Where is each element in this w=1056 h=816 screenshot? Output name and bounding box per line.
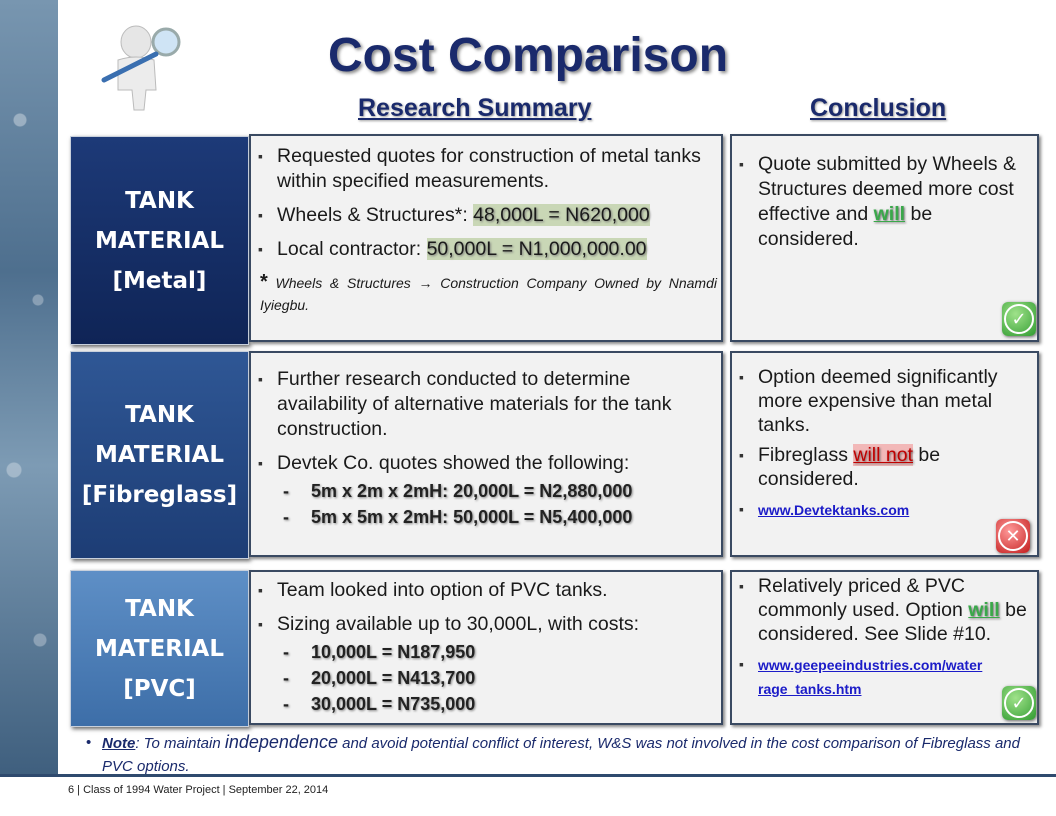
list-item: Local contractor: 50,000L = N1,000,000.0… — [251, 237, 715, 262]
quote-item: 5m x 5m x 2mH: 50,000L = N5,400,000 — [251, 504, 721, 530]
magnifier-figure-icon — [101, 25, 181, 111]
conclusion-box-fibreglass: Option deemed significantly more expensi… — [730, 351, 1039, 557]
footnote: * Wheels & Structures → Construction Com… — [260, 271, 717, 313]
independence-note: • Note: To maintain independence and avo… — [86, 732, 1020, 775]
check-icon: ✓ — [1002, 302, 1036, 336]
geepee-link[interactable]: www.geepeeindustries.com/water rage_tank… — [758, 657, 983, 697]
footer-divider — [0, 774, 1056, 777]
list-item: Fibreglass will not be considered. — [732, 443, 1033, 491]
conclusion-box-metal: Quote submitted by Wheels & Structures d… — [730, 134, 1039, 342]
price-item: 30,000L = N735,000 — [251, 691, 721, 717]
list-item: Sizing available up to 30,000L, with cos… — [251, 612, 715, 637]
cross-icon: ✕ — [996, 519, 1030, 553]
rain-background-strip — [0, 0, 58, 776]
page-title: Cost Comparison — [327, 29, 729, 82]
list-item: Requested quotes for construction of met… — [251, 144, 715, 194]
list-item: Relatively priced & PVC commonly used. O… — [732, 574, 1033, 646]
list-item: Further research conducted to determine … — [251, 367, 715, 442]
list-item: www.geepeeindustries.com/water rage_tank… — [732, 652, 1033, 700]
price-item: 10,000L = N187,950 — [251, 639, 721, 665]
research-summary-heading: Research Summary — [358, 94, 592, 122]
footer-text: 6 | Class of 1994 Water Project | Septem… — [68, 784, 329, 796]
devtek-link[interactable]: www.Devtektanks.com — [758, 502, 910, 518]
check-icon: ✓ — [1002, 686, 1036, 720]
tank-label-fibreglass: TANK MATERIAL [Fibreglass] — [70, 351, 249, 559]
tank-label-pvc: TANK MATERIAL [PVC] — [70, 570, 249, 727]
research-box-fibreglass: Further research conducted to determine … — [249, 351, 723, 557]
conclusion-heading: Conclusion — [810, 94, 947, 122]
price-item: 20,000L = N413,700 — [251, 665, 721, 691]
tank-label-metal: TANK MATERIAL [Metal] — [70, 136, 249, 345]
research-box-metal: Requested quotes for construction of met… — [249, 134, 723, 342]
list-item: Devtek Co. quotes showed the following: — [251, 451, 715, 476]
list-item: Team looked into option of PVC tanks. — [251, 578, 715, 603]
conclusion-box-pvc: Relatively priced & PVC commonly used. O… — [730, 570, 1039, 725]
research-box-pvc: Team looked into option of PVC tanks. Si… — [249, 570, 723, 725]
list-item: Wheels & Structures*: 48,000L = N620,000 — [251, 203, 715, 228]
list-item: Quote submitted by Wheels & Structures d… — [732, 152, 1033, 252]
list-item: www.Devtektanks.com — [732, 497, 1033, 521]
quote-item: 5m x 2m x 2mH: 20,000L = N2,880,000 — [251, 478, 721, 504]
list-item: Option deemed significantly more expensi… — [732, 365, 1033, 437]
